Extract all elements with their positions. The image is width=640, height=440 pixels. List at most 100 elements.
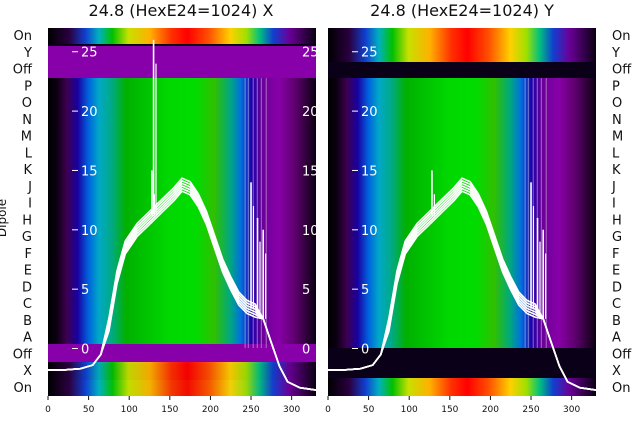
row-label: G: [22, 230, 32, 245]
x-tick-label: 150: [161, 405, 178, 415]
y-tick-label-right: 15: [302, 164, 319, 179]
row-label: E: [24, 264, 32, 279]
row-label: O: [22, 96, 32, 111]
row-label: I: [612, 197, 616, 212]
row-label: L: [612, 146, 620, 161]
y-tick-label: 10: [81, 224, 98, 239]
row-label: Off: [612, 63, 632, 78]
panel-title: 24.8 (HexE24=1024) X: [89, 1, 274, 20]
row-label: J: [27, 180, 32, 195]
x-tick-label: 0: [45, 405, 51, 415]
panel-y: 24.8 (HexE24=1024) Y 0055101015152020252…: [325, 1, 632, 415]
row-label: A: [612, 331, 621, 346]
x-tick-label: 250: [242, 405, 259, 415]
row-label: D: [612, 280, 622, 295]
y-tick-label: 0: [81, 343, 89, 358]
x-tick-label: 200: [202, 405, 219, 415]
x-ticks: 0 50 100 150 200 250 300: [325, 396, 580, 415]
y-tick-label-right: 25: [302, 46, 319, 61]
row-label: C: [612, 297, 621, 312]
y-tick-label: 25: [361, 46, 378, 61]
stripe: [260, 78, 262, 348]
row-label: Y: [611, 46, 620, 61]
row-label: O: [612, 96, 622, 111]
overlay-lines: [328, 170, 597, 391]
row-label: X: [23, 364, 32, 379]
row-label: K: [23, 163, 32, 178]
row-label: B: [612, 314, 621, 329]
row-label: P: [24, 79, 32, 94]
heatmap-band-bottom: [48, 362, 316, 396]
y-tick-label: 25: [81, 46, 98, 61]
y-tick-label: 5: [81, 283, 89, 298]
row-label: X: [612, 364, 621, 379]
row-label: A: [23, 331, 32, 346]
row-label: N: [22, 113, 32, 128]
row-label: On: [14, 381, 32, 396]
y-tick-label: 20: [81, 105, 98, 120]
y-tick-label-right: 0: [302, 343, 310, 358]
stripe: [247, 78, 249, 348]
x-tick-label: 0: [325, 405, 331, 415]
row-label: N: [612, 113, 622, 128]
row-label: P: [612, 79, 620, 94]
row-label: K: [612, 163, 621, 178]
overlay-lines: [48, 39, 317, 391]
row-label: H: [612, 213, 622, 228]
row-label: E: [612, 264, 620, 279]
row-label: C: [23, 297, 32, 312]
panel-x: 24.8 (HexE24=1024) X 0 0 5 5 10 10 15 15 20 20 25 2…: [0, 1, 319, 415]
heatmap-band-top: [48, 28, 316, 44]
row-label: H: [22, 213, 32, 228]
row-label: J: [611, 180, 616, 195]
heatmap-band-off-bottom: [48, 344, 316, 364]
stripe: [527, 78, 529, 348]
overlay-trace: [328, 177, 597, 391]
y-tick-label: 10: [361, 224, 378, 239]
y-tick-label-right: 5: [302, 283, 310, 298]
stripe: [540, 78, 542, 348]
x-tick-label: 100: [121, 405, 138, 415]
row-label: On: [14, 29, 32, 44]
y-tick-label: 0: [361, 343, 369, 358]
heatmap-band-off-top: [48, 46, 316, 78]
x-tick-label: 300: [283, 405, 300, 415]
row-label: F: [25, 247, 32, 262]
stripe: [256, 78, 258, 348]
x-tick-label: 150: [441, 405, 458, 415]
heatmap-band-bottom: [328, 378, 596, 396]
row-label: On: [612, 381, 630, 396]
y-tick-label: 15: [81, 164, 98, 179]
row-label: L: [25, 146, 33, 161]
heatmap-band-bottom-gap: [328, 348, 596, 378]
row-label: D: [22, 280, 32, 295]
heatmap-body: [48, 28, 316, 396]
y-tick-label-right: 10: [302, 224, 319, 239]
row-label: Y: [23, 46, 32, 61]
row-label: Off: [13, 63, 33, 78]
row-label: Off: [612, 347, 632, 362]
plot-area: 0 0 5 5 10 10 15 15 20 20 25 25: [48, 28, 319, 396]
row-label: M: [21, 130, 32, 145]
x-tick-label: 50: [363, 405, 375, 415]
y-tick-label: 15: [361, 164, 378, 179]
row-label: I: [28, 197, 32, 212]
overlay-trace: [48, 177, 317, 391]
panel-title: 24.8 (HexE24=1024) Y: [370, 1, 554, 20]
stripe: [545, 78, 547, 348]
stripe: [536, 78, 538, 348]
y-axis-label: Dipole: [0, 199, 9, 237]
x-tick-label: 300: [563, 405, 580, 415]
heatmap-band-top: [328, 28, 596, 62]
row-label: Off: [13, 347, 33, 362]
y-ticks: 0 0 5 5 10 10 15 15 20 20 25 25: [72, 46, 319, 358]
heatmap-body: [328, 28, 596, 396]
row-label: M: [612, 130, 623, 145]
y-tick-label-right: 20: [302, 105, 319, 120]
x-ticks: 0 50 100 150 200 250 300: [45, 396, 300, 415]
